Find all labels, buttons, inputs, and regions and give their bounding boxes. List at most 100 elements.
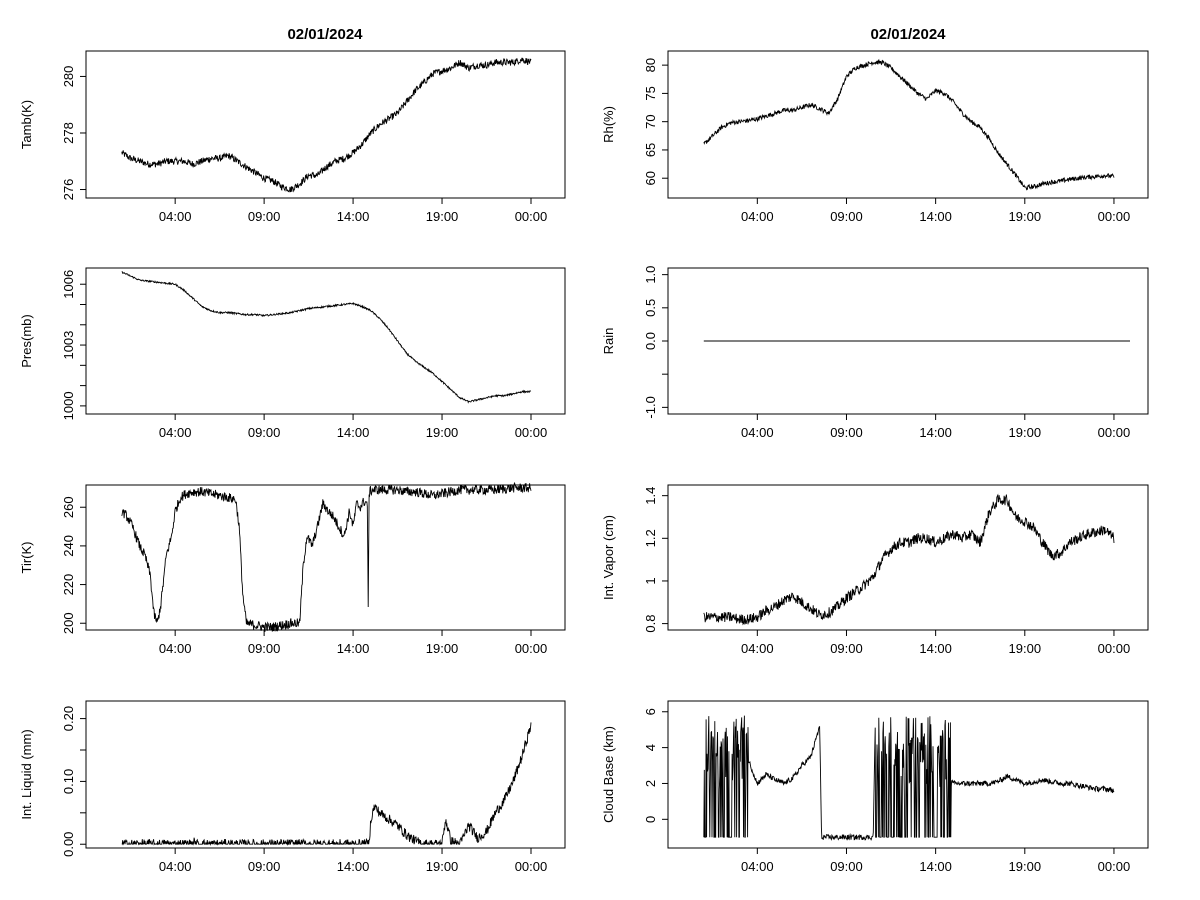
x-tick-label-vapor: 14:00 xyxy=(919,641,952,656)
x-tick-label-liquid: 19:00 xyxy=(426,859,459,874)
y-axis-label-liquid: Int. Liquid (mm) xyxy=(19,729,34,819)
series-line-liquid xyxy=(121,722,532,846)
x-tick-label-rain: 09:00 xyxy=(830,425,863,440)
x-tick-label-tamb: 14:00 xyxy=(337,209,370,224)
y-tick-label-rain: 0.5 xyxy=(643,299,658,317)
panel-tir: 04:00 09:00 14:00 19:00 00:00 200 220 240 260 Tir… xyxy=(19,481,566,656)
y-tick-label-pres: 1006 xyxy=(61,270,76,299)
y-axis-label-tir: Tir(K) xyxy=(19,541,34,573)
series-line-pres xyxy=(121,271,532,404)
panel-pres: 04:00 09:00 14:00 19:00 00:00 1000 1003 1006 Pre… xyxy=(19,267,566,440)
x-tick-label-cloudbase: 09:00 xyxy=(830,859,863,874)
left-column-title: 02/01/2024 xyxy=(287,26,363,43)
series-line-vapor xyxy=(703,493,1115,626)
x-tick-label-rain: 00:00 xyxy=(1098,425,1131,440)
y-tick-label-rh: 60 xyxy=(643,171,658,185)
x-tick-label-pres: 04:00 xyxy=(159,425,192,440)
x-tick-label-liquid: 00:00 xyxy=(515,859,548,874)
x-tick-label-tamb: 09:00 xyxy=(248,209,281,224)
y-tick-label-rh: 80 xyxy=(643,58,658,72)
y-tick-label-tir: 240 xyxy=(61,535,76,557)
x-tick-label-pres: 00:00 xyxy=(515,425,548,440)
y-tick-label-vapor: 1 xyxy=(643,577,658,584)
x-tick-label-rh: 04:00 xyxy=(741,209,774,224)
x-tick-label-tir: 04:00 xyxy=(159,641,192,656)
x-tick-label-liquid: 09:00 xyxy=(248,859,281,874)
plot-frame-tir xyxy=(85,484,566,631)
panel-tamb: 04:00 09:00 14:00 19:00 00:00 276 278 280 Tamb(K… xyxy=(19,50,566,224)
y-tick-label-rh: 70 xyxy=(643,114,658,128)
x-tick-label-rh: 00:00 xyxy=(1098,209,1131,224)
x-tick-label-pres: 19:00 xyxy=(426,425,459,440)
y-tick-label-vapor: 0.8 xyxy=(643,615,658,633)
y-tick-label-cloudbase: 0 xyxy=(643,816,658,823)
x-tick-label-rh: 14:00 xyxy=(919,209,952,224)
y-tick-label-tamb: 276 xyxy=(61,179,76,201)
y-axis-label-rh: Rh(%) xyxy=(601,106,616,143)
y-tick-label-tir: 220 xyxy=(61,574,76,596)
plot-frame-cloudbase xyxy=(667,700,1149,849)
right-column-title: 02/01/2024 xyxy=(870,26,946,43)
y-tick-label-liquid: 0.20 xyxy=(61,706,76,731)
y-axis-label-vapor: Int. Vapor (cm) xyxy=(601,515,616,600)
x-tick-label-vapor: 09:00 xyxy=(830,641,863,656)
x-tick-label-tir: 14:00 xyxy=(337,641,370,656)
y-tick-label-rain: -1.0 xyxy=(643,396,658,418)
y-axis-label-tamb: Tamb(K) xyxy=(19,100,34,149)
panel-liquid: 04:00 09:00 14:00 19:00 00:00 0.00 0.10 0.20 Int… xyxy=(19,700,566,874)
y-tick-label-pres: 1003 xyxy=(61,331,76,360)
plot-frame-tamb xyxy=(85,50,566,199)
y-tick-label-tamb: 280 xyxy=(61,66,76,88)
x-tick-label-tir: 19:00 xyxy=(426,641,459,656)
series-line-tir xyxy=(121,481,532,632)
y-tick-label-pres: 1000 xyxy=(61,391,76,420)
x-tick-label-pres: 14:00 xyxy=(337,425,370,440)
y-tick-label-tamb: 278 xyxy=(61,122,76,144)
x-tick-label-tamb: 19:00 xyxy=(426,209,459,224)
x-tick-label-tamb: 00:00 xyxy=(515,209,548,224)
x-tick-label-vapor: 19:00 xyxy=(1009,641,1042,656)
series-line-cloudbase xyxy=(703,715,1115,841)
x-tick-label-rain: 14:00 xyxy=(919,425,952,440)
y-axis-label-rain: Rain xyxy=(601,328,616,355)
y-axis-label-cloudbase: Cloud Base (km) xyxy=(601,726,616,823)
x-tick-label-liquid: 14:00 xyxy=(337,859,370,874)
y-tick-label-cloudbase: 6 xyxy=(643,708,658,715)
series-line-rh xyxy=(703,58,1115,191)
series-line-tamb xyxy=(121,57,532,193)
y-tick-label-vapor: 1.2 xyxy=(643,529,658,547)
panel-rh: 04:00 09:00 14:00 19:00 00:00 60 65 70 75 80 Rh(%) xyxy=(601,50,1149,224)
x-tick-label-tir: 00:00 xyxy=(515,641,548,656)
x-tick-label-tamb: 04:00 xyxy=(159,209,192,224)
y-tick-label-rain: 1.0 xyxy=(643,266,658,284)
x-tick-label-vapor: 04:00 xyxy=(741,641,774,656)
x-tick-label-cloudbase: 00:00 xyxy=(1098,859,1131,874)
plot-frame-pres xyxy=(85,267,566,415)
y-tick-label-vapor: 1.4 xyxy=(643,487,658,505)
x-tick-label-pres: 09:00 xyxy=(248,425,281,440)
x-tick-label-cloudbase: 14:00 xyxy=(919,859,952,874)
y-tick-label-cloudbase: 4 xyxy=(643,744,658,751)
y-tick-label-liquid: 0.00 xyxy=(61,832,76,857)
panel-rain: 04:00 09:00 14:00 19:00 00:00 -1.0 0.0 0.5 1.0 Ra… xyxy=(601,266,1149,440)
y-tick-label-liquid: 0.10 xyxy=(61,769,76,794)
x-tick-label-rain: 04:00 xyxy=(741,425,774,440)
x-tick-label-liquid: 04:00 xyxy=(159,859,192,874)
y-tick-label-tir: 260 xyxy=(61,496,76,518)
x-tick-label-cloudbase: 19:00 xyxy=(1009,859,1042,874)
panel-cloudbase: 04:00 09:00 14:00 19:00 00:00 0 2 4 6 Cloud Base … xyxy=(601,700,1149,874)
y-tick-label-rh: 75 xyxy=(643,86,658,100)
plot-frame-rh xyxy=(667,50,1149,199)
plot-frame-vapor xyxy=(667,484,1149,631)
x-tick-label-rh: 19:00 xyxy=(1009,209,1042,224)
y-axis-label-pres: Pres(mb) xyxy=(19,314,34,367)
y-tick-label-rain: 0.0 xyxy=(643,332,658,350)
plot-frame-liquid xyxy=(85,700,566,849)
x-tick-label-rh: 09:00 xyxy=(830,209,863,224)
x-tick-label-tir: 09:00 xyxy=(248,641,281,656)
y-tick-label-cloudbase: 2 xyxy=(643,780,658,787)
y-tick-label-tir: 200 xyxy=(61,612,76,634)
x-tick-label-vapor: 00:00 xyxy=(1098,641,1131,656)
